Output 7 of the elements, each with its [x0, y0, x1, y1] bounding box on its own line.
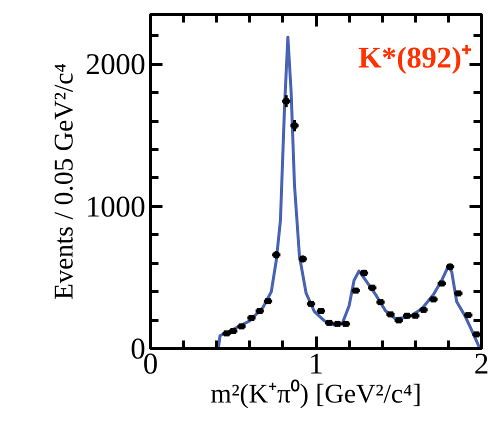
x-tick-label: 1 — [308, 348, 324, 380]
y-axis-title: Events / 0.05 GeV²/c⁴ — [48, 63, 78, 300]
y-tick-label: 1000 — [86, 190, 146, 224]
y-tick-label: 2000 — [86, 48, 146, 82]
x-axis-title: m²(K⁺π⁰) [GeV²/c⁴] — [210, 378, 422, 408]
annotation: K*(892)⁺ — [358, 41, 472, 74]
x-tick-label: 2 — [474, 348, 489, 380]
